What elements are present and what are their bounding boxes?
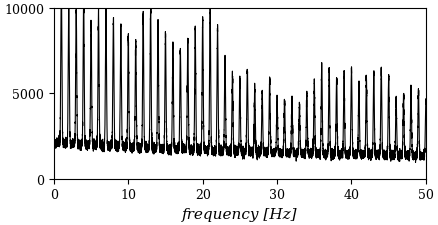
X-axis label: frequency [Hz]: frequency [Hz] [182, 207, 298, 221]
